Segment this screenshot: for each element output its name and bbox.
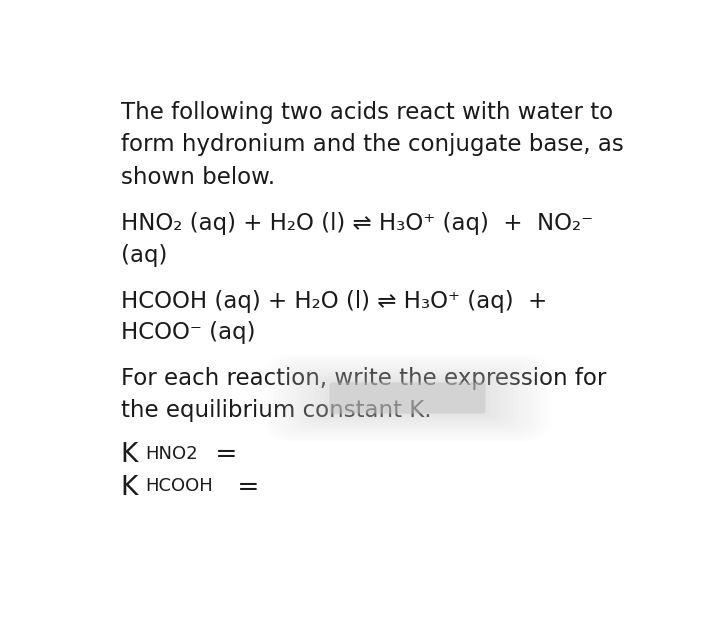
Text: HNO₂ (aq) + H₂O (l) ⇌ H₃O⁺ (aq)  +  NO₂⁻: HNO₂ (aq) + H₂O (l) ⇌ H₃O⁺ (aq) + NO₂⁻: [121, 212, 592, 235]
Text: The following two acids react with water to: The following two acids react with water…: [121, 101, 613, 124]
Text: K: K: [121, 475, 138, 500]
FancyBboxPatch shape: [329, 383, 485, 414]
Text: HCOOH (aq) + H₂O (l) ⇌ H₃O⁺ (aq)  +: HCOOH (aq) + H₂O (l) ⇌ H₃O⁺ (aq) +: [121, 290, 546, 313]
Text: HCOO⁻ (aq): HCOO⁻ (aq): [121, 321, 255, 344]
Text: For each reaction, write the expression for: For each reaction, write the expression …: [121, 366, 606, 389]
Text: the equilibrium constant K.: the equilibrium constant K.: [121, 399, 431, 422]
Text: K: K: [121, 442, 138, 469]
Text: (aq): (aq): [121, 244, 167, 267]
Text: =: =: [207, 442, 237, 469]
Text: =: =: [229, 475, 260, 500]
Text: shown below.: shown below.: [121, 166, 275, 188]
Text: form hydronium and the conjugate base, as: form hydronium and the conjugate base, a…: [121, 134, 623, 157]
Text: HCOOH: HCOOH: [145, 477, 214, 495]
Text: HNO2: HNO2: [145, 445, 198, 463]
